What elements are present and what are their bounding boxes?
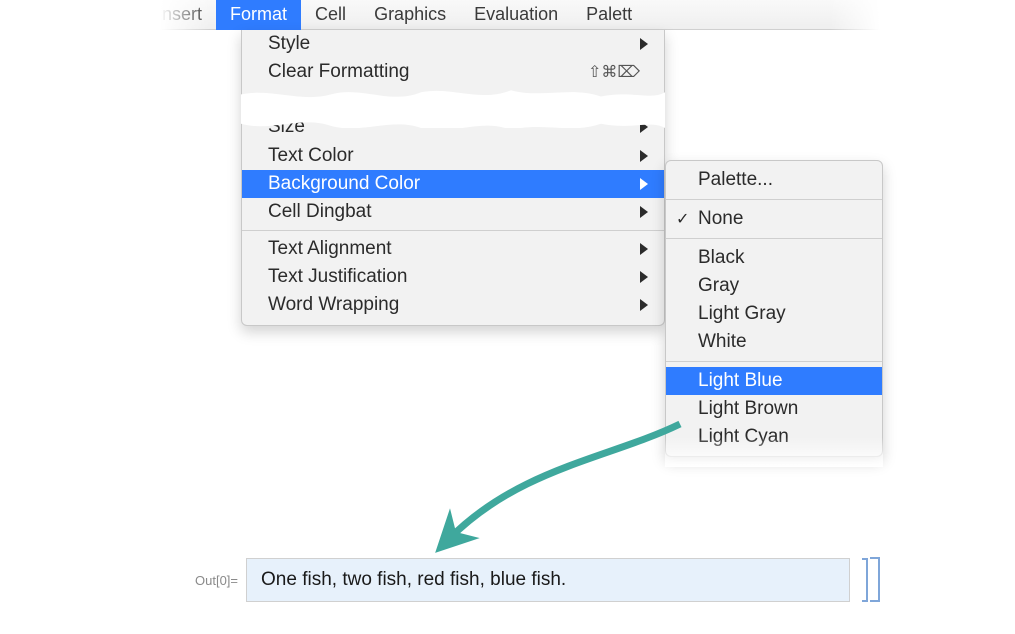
cell-bracket-icon[interactable] [858,558,868,602]
menuitem-label: Light Brown [698,398,798,420]
menuitem-word-wrapping[interactable]: Word Wrapping [242,291,664,319]
separator [242,230,664,231]
output-label: Out[0]= [160,573,246,588]
check-icon: ✓ [676,209,689,229]
arrow-icon [420,418,700,558]
chevron-right-icon [640,271,648,283]
menu-format[interactable]: Format [216,0,301,30]
separator [666,199,882,200]
menuitem-none[interactable]: ✓ None [666,205,882,233]
menuitem-label: Style [268,33,640,55]
menuitem-label: Light Blue [698,370,783,392]
menuitem-label: Palette... [698,169,773,191]
menuitem-label: Size [268,116,640,138]
menuitem-black[interactable]: Black [666,244,882,272]
separator [666,361,882,362]
menuitem-style[interactable]: Style [242,30,664,58]
menuitem-label: Black [698,247,744,269]
menuitem-clear-formatting[interactable]: Clear Formatting ⇧⌘⌦ [242,58,664,86]
menuitem-label: Cell Dingbat [268,201,640,223]
format-dropdown: Style Clear Formatting ⇧⌘⌦ Size Text Col… [241,30,665,326]
menuitem-light-cyan[interactable]: Light Cyan [666,423,882,451]
menuitem-label: None [698,208,743,230]
chevron-right-icon [640,121,648,133]
menuitem-text-justification[interactable]: Text Justification [242,263,664,291]
menuitem-palette[interactable]: Palette... [666,166,882,194]
menuitem-label: Text Alignment [268,238,640,260]
output-cell: Out[0]= One fish, two fish, red fish, bl… [160,558,880,602]
menuitem-size[interactable]: Size [242,114,664,142]
tear-gap [242,86,664,114]
menuitem-label: Word Wrapping [268,294,640,316]
menu-insert[interactable]: nsert [160,0,216,30]
chevron-right-icon [640,178,648,190]
menuitem-label: Light Gray [698,303,786,325]
chevron-right-icon [640,150,648,162]
menuitem-label: Clear Formatting [268,61,588,83]
menu-evaluation[interactable]: Evaluation [460,0,572,30]
menubar: nsert Format Cell Graphics Evaluation Pa… [160,0,880,30]
menuitem-light-blue[interactable]: Light Blue [666,367,882,395]
menuitem-label: White [698,331,747,353]
menuitem-background-color[interactable]: Background Color [242,170,664,198]
bgcolor-dropdown: Palette... ✓ None Black Gray Light Gray … [665,160,883,457]
menuitem-light-brown[interactable]: Light Brown [666,395,882,423]
menuitem-label: Light Cyan [698,426,789,448]
menuitem-text-alignment[interactable]: Text Alignment [242,235,664,263]
chevron-right-icon [640,206,648,218]
menuitem-label: Gray [698,275,739,297]
menuitem-gray[interactable]: Gray [666,272,882,300]
menuitem-label: Text Justification [268,266,640,288]
menuitem-white[interactable]: White [666,328,882,356]
menu-cell[interactable]: Cell [301,0,360,30]
menu-palettes[interactable]: Palett [572,0,634,30]
cell-bracket-outer-icon[interactable] [870,558,880,602]
chevron-right-icon [640,38,648,50]
chevron-right-icon [640,243,648,255]
menuitem-text-color[interactable]: Text Color [242,142,664,170]
chevron-right-icon [640,299,648,311]
menuitem-cell-dingbat[interactable]: Cell Dingbat [242,198,664,226]
menuitem-shortcut: ⇧⌘⌦ [588,62,640,82]
menuitem-label: Background Color [268,173,640,195]
output-content[interactable]: One fish, two fish, red fish, blue fish. [246,558,850,602]
separator [666,238,882,239]
output-text: One fish, two fish, red fish, blue fish. [261,569,566,591]
menuitem-label: Text Color [268,145,640,167]
menu-graphics[interactable]: Graphics [360,0,460,30]
menuitem-light-gray[interactable]: Light Gray [666,300,882,328]
